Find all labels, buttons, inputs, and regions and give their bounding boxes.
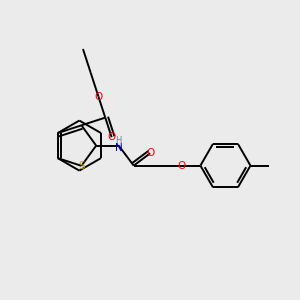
Text: O: O (146, 148, 154, 158)
Text: O: O (94, 92, 103, 102)
Text: N: N (115, 143, 123, 153)
Text: S: S (78, 161, 85, 171)
Text: O: O (107, 132, 116, 142)
Text: H: H (116, 136, 122, 145)
Text: O: O (177, 160, 185, 171)
